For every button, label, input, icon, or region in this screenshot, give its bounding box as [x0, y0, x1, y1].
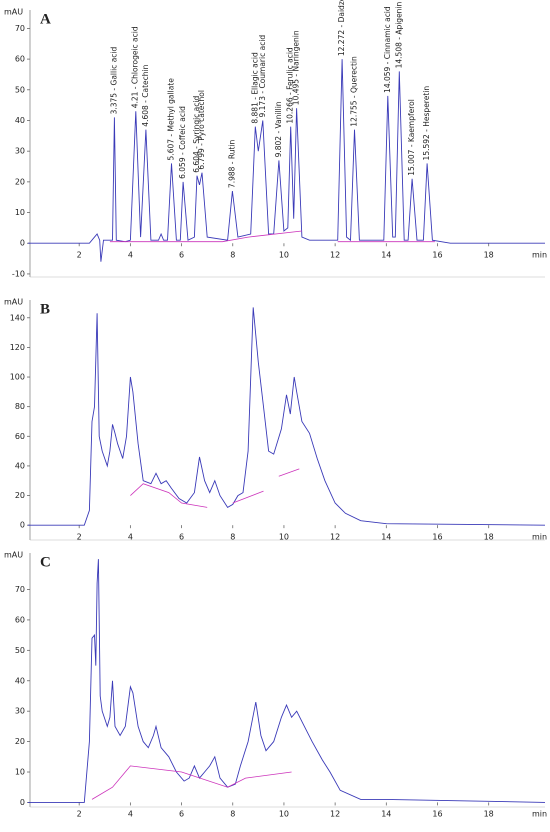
peak-label: 12.272 - Daidzein: [337, 0, 346, 56]
y-tick-label: 70: [15, 585, 25, 594]
y-tick-label: 140: [10, 313, 25, 322]
y-tick-label: 50: [15, 85, 25, 94]
baseline-line: [109, 230, 435, 243]
x-tick-label: 16: [432, 533, 442, 542]
x-tick-label: 12: [330, 533, 340, 542]
panel-label: A: [40, 11, 51, 27]
y-tick-label: 20: [15, 737, 25, 746]
y-tick-label: 10: [15, 208, 25, 217]
peak-label: 8.881 - Ellagic acid: [250, 52, 259, 124]
peak-label: 6.604 - Syringic acid: [192, 96, 201, 173]
y-tick-label: -10: [12, 269, 25, 278]
x-axis-label: min: [532, 533, 547, 542]
x-tick-label: 16: [432, 810, 442, 819]
y-tick-label: 80: [15, 402, 25, 411]
y-tick-label: 50: [15, 646, 25, 655]
x-tick-label: 16: [432, 251, 442, 260]
x-tick-label: 14: [381, 810, 391, 819]
y-axis-label: mAU: [4, 551, 23, 560]
baseline-line: [91, 765, 292, 800]
y-tick-label: 30: [15, 707, 25, 716]
y-axis-label: mAU: [4, 298, 23, 307]
x-tick-label: 6: [179, 810, 184, 819]
y-tick-label: 30: [15, 147, 25, 156]
y-tick-label: 120: [10, 343, 25, 352]
x-tick-label: 8: [230, 533, 235, 542]
y-tick-label: 40: [15, 676, 25, 685]
x-tick-label: 18: [484, 810, 494, 819]
y-tick-label: 70: [15, 24, 25, 33]
y-tick-label: 0: [20, 521, 25, 530]
panel-label: C: [40, 554, 51, 570]
peak-label: 9.173 - Coumaric acid: [258, 35, 267, 118]
x-tick-label: 12: [330, 251, 340, 260]
x-axis-label: min: [532, 810, 547, 819]
x-tick-label: 18: [484, 533, 494, 542]
x-tick-label: 4: [128, 533, 133, 542]
peak-label: 4.21 - Chlorogeic acid: [131, 26, 140, 108]
x-tick-label: 18: [484, 251, 494, 260]
y-tick-label: 100: [10, 373, 25, 382]
peak-label: 15.592 - Hesperetin: [422, 86, 431, 161]
peak-label: 14.508 - Apigenin: [394, 1, 403, 68]
peak-label: 7.988 - Rutin: [227, 139, 236, 188]
peak-label: 6.799 - Pyro catechol: [197, 90, 206, 170]
peak-label: 15.007 - Kaempferol: [407, 99, 416, 176]
y-tick-label: 0: [20, 798, 25, 807]
x-tick-label: 4: [128, 251, 133, 260]
x-tick-label: 8: [230, 251, 235, 260]
x-tick-label: 10: [279, 251, 289, 260]
y-tick-label: 60: [15, 432, 25, 441]
peak-label: 14.059 - Cinnamic acid: [383, 6, 392, 93]
peak-label: 3.375 - Gallic acid: [109, 46, 118, 114]
x-tick-label: 2: [77, 533, 82, 542]
y-tick-label: 40: [15, 116, 25, 125]
peak-label: 5.607 - Methyl gallate: [167, 78, 176, 161]
y-tick-label: 20: [15, 177, 25, 186]
x-tick-label: 8: [230, 810, 235, 819]
x-axis-label: min: [532, 251, 547, 260]
x-tick-label: 6: [179, 533, 184, 542]
y-tick-label: 60: [15, 55, 25, 64]
y-tick-label: 60: [15, 615, 25, 624]
peak-label: 10.266 - Ferulic acid: [286, 47, 295, 124]
x-tick-label: 14: [381, 533, 391, 542]
x-tick-label: 10: [279, 810, 289, 819]
y-axis-label: mAU: [4, 8, 23, 17]
panel-label: B: [40, 301, 50, 317]
peak-label: 10.495 - Naringenin: [292, 30, 301, 105]
peak-label: 12.755 - Querectin: [349, 56, 358, 127]
baseline-line: [130, 468, 300, 508]
peak-label: 4.608 - Catechin: [141, 64, 150, 126]
peak-label: 9.802 - Vanillin: [274, 101, 283, 157]
signal-line: [28, 307, 546, 526]
y-tick-label: 10: [15, 768, 25, 777]
x-tick-label: 2: [77, 251, 82, 260]
y-tick-label: 0: [20, 239, 25, 248]
y-tick-label: 40: [15, 461, 25, 470]
x-tick-label: 4: [128, 810, 133, 819]
x-tick-label: 2: [77, 810, 82, 819]
x-tick-label: 12: [330, 810, 340, 819]
x-tick-label: 6: [179, 251, 184, 260]
x-tick-label: 10: [279, 533, 289, 542]
signal-line: [28, 559, 546, 803]
y-tick-label: 20: [15, 491, 25, 500]
x-tick-label: 14: [381, 251, 391, 260]
peak-label: 6.059 - Coffeic acid: [178, 106, 187, 179]
